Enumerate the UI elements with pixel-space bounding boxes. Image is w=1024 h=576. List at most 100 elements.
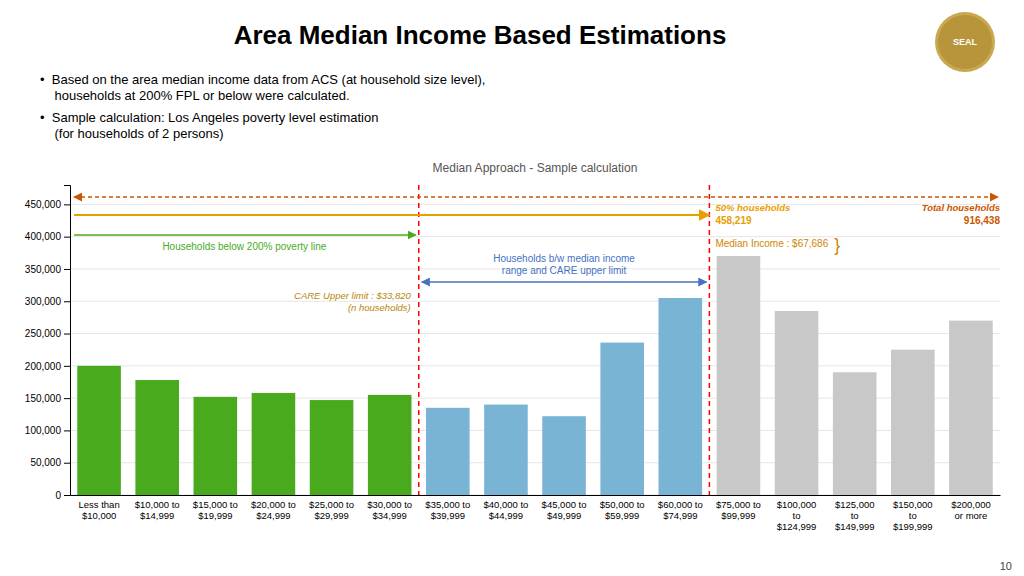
x-tick-label: $75,000 to$99,999 bbox=[716, 499, 761, 521]
x-tick-label-line: $45,000 to bbox=[542, 499, 587, 510]
y-tick-mark bbox=[64, 398, 70, 399]
bar bbox=[77, 366, 121, 495]
y-tick-label: 400,000 bbox=[25, 231, 62, 242]
y-tick-mark bbox=[64, 366, 70, 367]
y-tick-mark bbox=[64, 463, 70, 464]
x-tick: Less than$10,000 bbox=[78, 499, 119, 521]
x-tick-label: $35,000 to$39,999 bbox=[425, 499, 470, 521]
y-tick-mark bbox=[64, 495, 70, 496]
x-tick-label-line: $60,000 to bbox=[658, 499, 703, 510]
x-tick: $150,000to$199,999 bbox=[893, 499, 933, 532]
x-tick-label: $40,000 to$44,999 bbox=[483, 499, 528, 521]
y-tick: 250,000 bbox=[25, 328, 70, 339]
bar bbox=[775, 311, 819, 495]
bullet-line: households at 200% FPL or below were cal… bbox=[40, 88, 350, 103]
x-tick-label: $25,000 to$29,999 bbox=[309, 499, 354, 521]
x-tick: $15,000 to$19,999 bbox=[193, 499, 238, 521]
annotation: CARE Upper limit : $33,820(n households) bbox=[294, 290, 411, 313]
x-tick-label-line: $74,999 bbox=[663, 510, 697, 521]
bar bbox=[426, 408, 470, 495]
poverty-arrow bbox=[74, 234, 416, 236]
annotation-line: range and CARE upper limit bbox=[502, 265, 627, 276]
x-tick: $45,000 to$49,999 bbox=[542, 499, 587, 521]
y-tick-mark bbox=[64, 204, 70, 205]
x-tick-label-line: $199,999 bbox=[893, 521, 933, 532]
bar bbox=[194, 397, 238, 495]
x-tick-label-line: $50,000 to bbox=[600, 499, 645, 510]
median-line bbox=[709, 185, 711, 495]
annotation: 916,438 bbox=[964, 215, 1001, 226]
chart-title: Median Approach - Sample calculation bbox=[433, 161, 638, 175]
y-tick: 400,000 bbox=[25, 231, 70, 242]
x-tick-label-line: $15,000 to bbox=[193, 499, 238, 510]
x-tick-label-line: $59,999 bbox=[605, 510, 639, 521]
x-tick-label: $150,000to$199,999 bbox=[893, 499, 933, 532]
x-tick-label-line: $100,000 bbox=[777, 499, 817, 510]
y-tick-label: 200,000 bbox=[25, 361, 62, 372]
annotation: 458,219 bbox=[715, 215, 752, 226]
x-tick-label: Less than$10,000 bbox=[78, 499, 119, 521]
y-tick-label: 50,000 bbox=[30, 457, 61, 468]
grid bbox=[70, 204, 1000, 495]
x-tick-label: $50,000 to$59,999 bbox=[600, 499, 645, 521]
y-tick-mark bbox=[64, 334, 70, 335]
slide-title: Area Median Income Based Estimations bbox=[234, 20, 727, 50]
y-tick-label: 150,000 bbox=[25, 393, 62, 404]
annotation-line: Households b/w median income bbox=[493, 253, 635, 264]
x-tick: $35,000 to$39,999 bbox=[425, 499, 470, 521]
y-tick: 300,000 bbox=[25, 296, 70, 307]
annotation-line: CARE Upper limit : $33,820 bbox=[294, 290, 411, 301]
slide: Area Median Income Based Estimations SEAL… bbox=[0, 0, 1024, 576]
x-tick-label-line: $200,000 bbox=[951, 499, 991, 510]
x-tick-label: $125,000to$149,999 bbox=[835, 499, 875, 532]
y-tick-mark bbox=[64, 237, 70, 238]
y-tick: 200,000 bbox=[25, 361, 70, 372]
care-median-arrow bbox=[422, 281, 707, 283]
care-limit-line bbox=[418, 185, 420, 495]
x-tick-label-line: $20,000 to bbox=[251, 499, 296, 510]
y-tick: 150,000 bbox=[25, 393, 70, 404]
y-tick-label: 300,000 bbox=[25, 296, 62, 307]
x-tick-label-line: $19,999 bbox=[198, 510, 232, 521]
annotation-line: Households below 200% poverty line bbox=[162, 241, 326, 252]
x-tick: $60,000 to$74,999 bbox=[658, 499, 703, 521]
grid-line bbox=[70, 236, 1000, 237]
bullet-line: • Sample calculation: Los Angeles povert… bbox=[40, 110, 378, 125]
x-tick-label-line: to bbox=[851, 510, 859, 521]
bar bbox=[135, 380, 179, 495]
bars bbox=[77, 256, 992, 495]
annotation: Households b/w median incomerange and CA… bbox=[493, 253, 635, 276]
bar bbox=[949, 321, 993, 495]
y-tick: 0 bbox=[55, 490, 70, 501]
x-tick-label: $15,000 to$19,999 bbox=[193, 499, 238, 521]
annotation-line: (n households) bbox=[348, 302, 411, 313]
bar bbox=[484, 405, 528, 495]
x-tick-label-line: $75,000 to bbox=[716, 499, 761, 510]
annotation: Total households bbox=[922, 202, 1000, 213]
bullet: • Based on the area median income data f… bbox=[40, 72, 485, 103]
y-tick-label: 450,000 bbox=[25, 199, 62, 210]
x-tick-label-line: $149,999 bbox=[835, 521, 875, 532]
y-tick-mark bbox=[64, 430, 70, 431]
x-tick: $75,000 to$99,999 bbox=[716, 499, 761, 521]
x-tick: $10,000 to$14,999 bbox=[135, 499, 180, 521]
y-tick: 50,000 bbox=[30, 457, 70, 468]
y-tick: 450,000 bbox=[25, 199, 70, 210]
x-tick-label: $10,000 to$14,999 bbox=[135, 499, 180, 521]
x-tick-label-line: $99,999 bbox=[721, 510, 755, 521]
x-tick: $125,000to$149,999 bbox=[835, 499, 875, 532]
bullet: • Sample calculation: Los Angeles povert… bbox=[40, 110, 378, 141]
bar bbox=[717, 256, 761, 495]
x-tick-label-line: $10,000 to bbox=[135, 499, 180, 510]
annotation-line: 50% households bbox=[715, 202, 790, 213]
page-number: 10 bbox=[1000, 560, 1012, 572]
x-tick: $25,000 to$29,999 bbox=[309, 499, 354, 521]
y-axis-line bbox=[64, 186, 71, 496]
x-tick: $30,000 to$34,999 bbox=[367, 499, 412, 521]
y-tick-mark bbox=[64, 269, 70, 270]
seal: SEAL bbox=[935, 12, 995, 72]
grid-line bbox=[70, 204, 1000, 205]
y-tick-mark bbox=[64, 301, 70, 302]
x-tick-label-line: $30,000 to bbox=[367, 499, 412, 510]
x-tick-label-line: to bbox=[909, 510, 917, 521]
